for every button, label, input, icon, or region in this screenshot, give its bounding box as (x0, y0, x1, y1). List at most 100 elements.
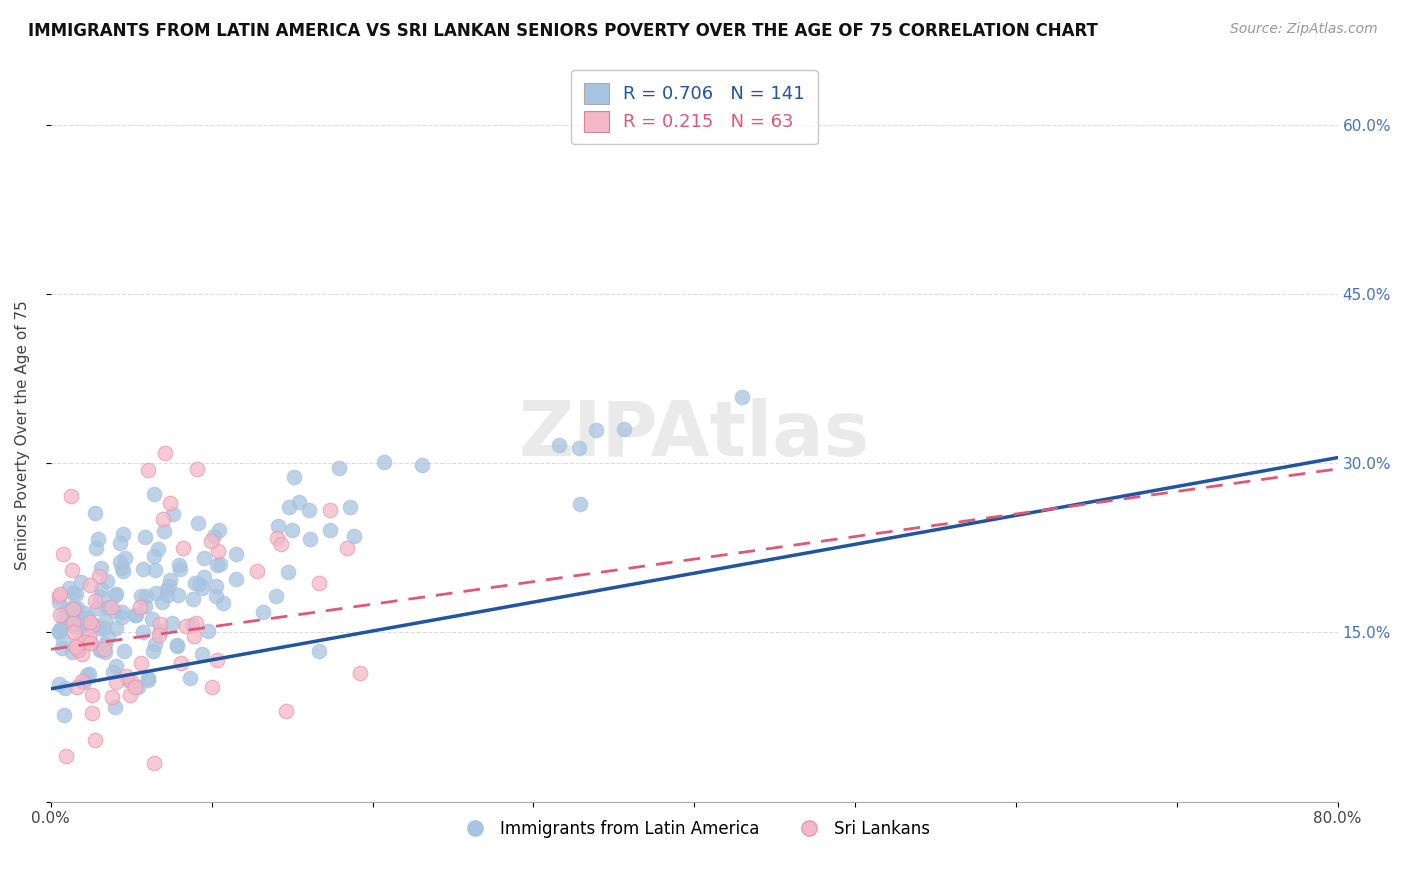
Point (70, 647, 93, 661)
Point (205, 653, 228, 667)
Point (336, 541, 359, 555)
Point (208, 523, 231, 537)
Point (76, 668, 98, 682)
Point (270, 537, 292, 551)
Point (86, 532, 108, 546)
Point (67, 618, 90, 632)
Legend: Immigrants from Latin America, Sri Lankans: Immigrants from Latin America, Sri Lanka… (451, 814, 936, 845)
Point (79, 578, 101, 592)
Point (225, 547, 247, 561)
Point (152, 512, 174, 526)
Point (568, 441, 591, 455)
Point (84, 506, 107, 520)
Point (103, 665, 125, 679)
Point (62, 586, 84, 600)
Point (100, 599, 122, 614)
Point (55, 602, 77, 616)
Point (274, 704, 297, 718)
Point (49, 607, 72, 622)
Point (281, 523, 304, 537)
Point (183, 629, 205, 643)
Point (48, 587, 70, 601)
Point (120, 674, 142, 689)
Point (129, 657, 152, 671)
Point (298, 533, 321, 547)
Point (613, 422, 636, 436)
Point (48, 677, 70, 691)
Point (73, 675, 96, 690)
Point (94, 645, 117, 659)
Point (143, 637, 166, 651)
Point (112, 644, 135, 658)
Point (246, 564, 269, 578)
Point (62, 602, 84, 616)
Point (104, 588, 127, 602)
Point (48, 625, 70, 640)
Point (184, 576, 207, 591)
Point (343, 529, 366, 543)
Point (143, 756, 166, 771)
Point (124, 607, 146, 622)
Point (157, 579, 180, 593)
Point (585, 423, 607, 437)
Point (132, 562, 155, 576)
Point (51, 641, 73, 656)
Point (62, 600, 84, 615)
Point (117, 673, 139, 687)
Point (83, 618, 105, 632)
Point (93, 641, 115, 656)
Point (82, 706, 104, 721)
Point (65, 586, 87, 600)
Point (169, 561, 191, 575)
Point (318, 523, 340, 537)
Point (204, 589, 226, 603)
Point (127, 680, 149, 694)
Point (166, 588, 188, 602)
Point (188, 577, 211, 591)
Point (97, 599, 120, 614)
Point (176, 619, 198, 633)
Point (138, 673, 160, 688)
Point (143, 549, 166, 563)
Point (89, 641, 111, 656)
Point (72, 674, 94, 689)
Point (83, 594, 105, 608)
Point (80, 688, 103, 702)
Point (159, 496, 181, 510)
Point (150, 595, 173, 609)
Point (53, 681, 76, 695)
Point (111, 605, 134, 619)
Point (90, 582, 112, 597)
Point (569, 497, 592, 511)
Point (51, 621, 73, 635)
Point (66, 635, 89, 649)
Point (339, 500, 361, 514)
Point (96, 600, 118, 615)
Point (373, 455, 395, 469)
Point (111, 561, 134, 575)
Point (82, 618, 104, 632)
Point (89, 642, 111, 657)
Point (193, 550, 215, 565)
Point (267, 518, 290, 533)
Point (63, 624, 86, 639)
Point (212, 596, 235, 610)
Point (145, 585, 167, 599)
Point (283, 470, 305, 484)
Point (129, 589, 152, 603)
Point (132, 624, 155, 639)
Point (205, 579, 228, 593)
Point (166, 638, 188, 652)
Point (136, 462, 159, 476)
Point (103, 604, 125, 618)
Point (159, 574, 181, 588)
Point (48, 595, 70, 609)
Point (84, 541, 107, 555)
Point (156, 588, 179, 602)
Point (90, 561, 112, 575)
Point (114, 551, 136, 566)
Point (181, 591, 204, 606)
Point (153, 445, 176, 459)
Point (101, 690, 124, 705)
Point (60, 604, 83, 618)
